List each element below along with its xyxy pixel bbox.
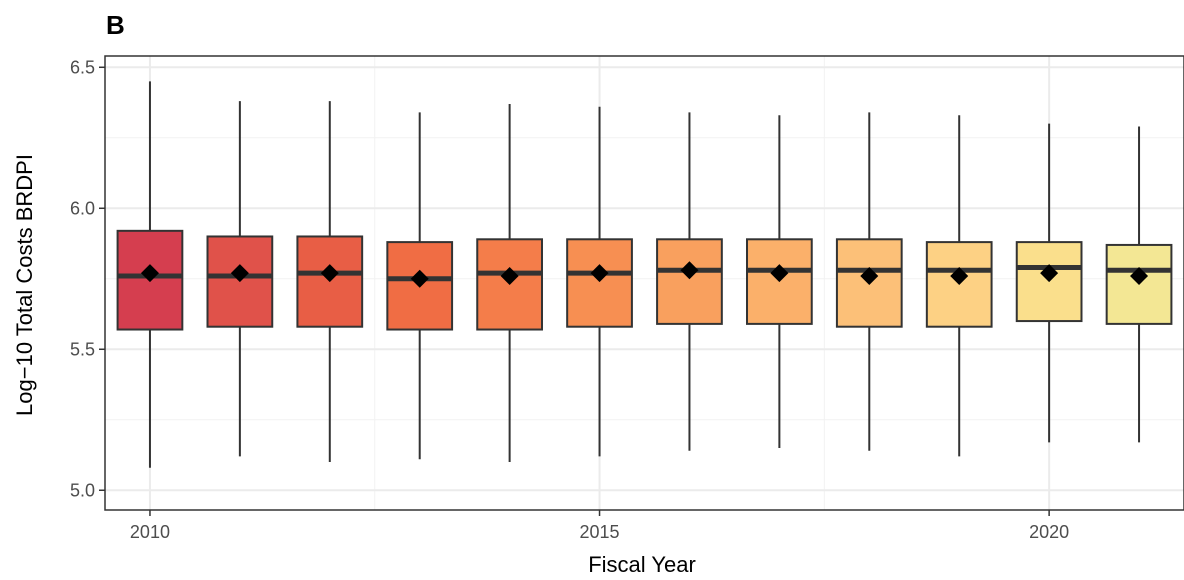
mean-diamond	[950, 266, 969, 285]
box-2014	[476, 103, 543, 463]
box-2011	[206, 101, 274, 457]
mean-diamond	[500, 266, 519, 285]
y-tick-label: 5.0	[70, 480, 95, 500]
box-iqr	[656, 238, 723, 325]
box-2018	[835, 112, 903, 451]
x-axis-ticks: 2010 2015 2020	[130, 510, 1069, 542]
box-2012	[296, 101, 364, 463]
plot-border	[104, 55, 1184, 511]
mean-diamond	[410, 269, 429, 288]
box-2019	[925, 115, 993, 457]
mean-diamond	[770, 264, 789, 283]
panel-tag: B	[106, 10, 125, 40]
y-tick-label: 6.0	[70, 198, 95, 218]
mean-diamond	[590, 264, 609, 283]
plot-background	[105, 56, 1184, 510]
box-2017	[746, 115, 813, 448]
y-tick-label: 5.5	[70, 339, 95, 359]
boxes-layer	[116, 81, 1173, 468]
box-2021	[1105, 126, 1173, 443]
mean-diamond	[860, 266, 879, 285]
y-axis-title: Log−10 Total Costs BRDPI	[12, 154, 37, 416]
x-tick-label: 2010	[130, 522, 170, 542]
mean-diamond	[320, 264, 339, 283]
x-axis-title: Fiscal Year	[588, 552, 696, 577]
box-iqr	[566, 238, 633, 328]
x-tick-label: 2015	[580, 522, 620, 542]
box-2010	[116, 81, 184, 468]
box-2015	[566, 106, 633, 457]
y-tick-label: 6.5	[70, 57, 95, 77]
mean-diamond	[140, 264, 159, 283]
y-axis-ticks: 5.0 5.5 6.0 6.5	[70, 57, 105, 500]
box-2013	[386, 112, 454, 460]
mean-diamond	[1040, 264, 1059, 283]
mean-diamond	[680, 261, 699, 280]
x-tick-label: 2020	[1029, 522, 1069, 542]
box-2016	[656, 112, 723, 451]
mean-diamond	[1130, 266, 1149, 285]
box-2020	[1015, 123, 1083, 443]
mean-diamond	[230, 264, 249, 283]
